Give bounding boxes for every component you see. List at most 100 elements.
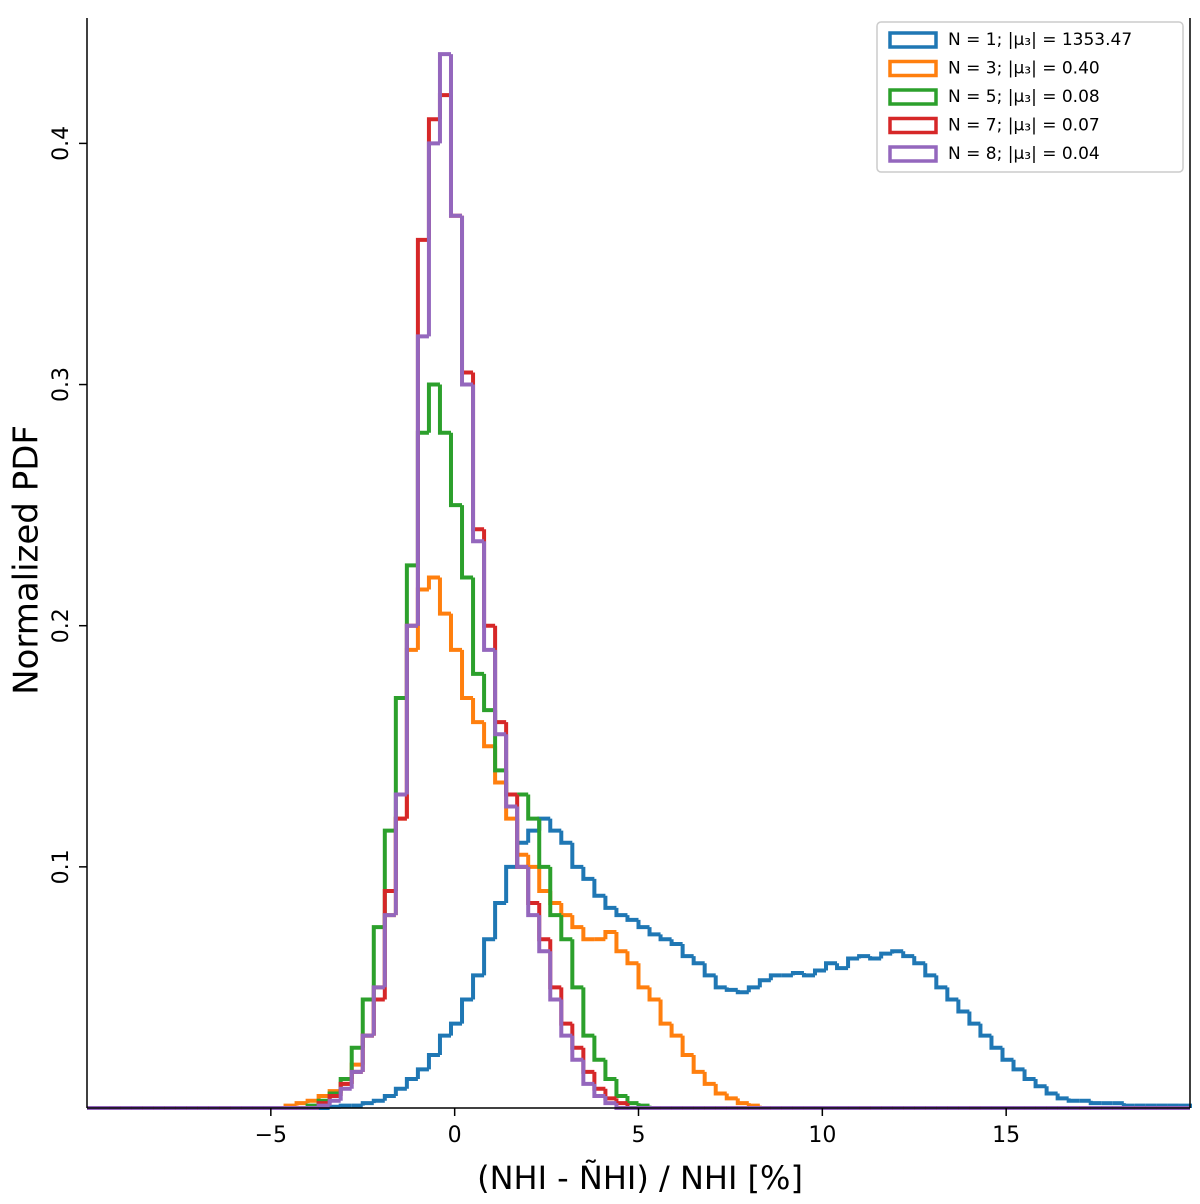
histogram-step (967, 1011, 981, 1026)
histogram-step (757, 978, 771, 988)
histogram-step (768, 973, 782, 981)
histogram-step (537, 866, 551, 893)
histogram-step (989, 1035, 1003, 1050)
histogram-step (592, 1035, 606, 1062)
histogram-step (680, 1035, 694, 1057)
histogram-step (460, 649, 474, 701)
histogram-step (1044, 1086, 1058, 1096)
histogram-step (526, 828, 540, 843)
histogram-step (437, 577, 451, 616)
histogram-step (360, 1033, 374, 1072)
histogram-step (471, 973, 485, 1000)
histogram-step (934, 975, 948, 990)
histogram-series (87, 382, 1190, 1110)
histogram-step (559, 830, 573, 845)
histogram-step (801, 972, 815, 978)
histogram-step (691, 956, 705, 966)
histogram-step (294, 1101, 308, 1106)
histogram-step (603, 895, 617, 910)
histogram-step (581, 1059, 595, 1086)
histogram-step (603, 929, 617, 940)
histogram-step (382, 913, 396, 988)
histogram-step (669, 939, 683, 947)
legend-label: N = 5; |μ₃| = 0.08 (948, 87, 1100, 107)
histogram-step (1121, 1103, 1135, 1108)
x-tick-label: 10 (808, 1123, 836, 1148)
histogram-step (570, 842, 584, 869)
histogram-step (537, 818, 551, 869)
histogram-step (724, 987, 738, 992)
histogram-step (735, 1098, 749, 1106)
histogram-step (1033, 1079, 1047, 1089)
histogram-step (493, 901, 507, 940)
x-axis-label: (NHI - ÑHI) / NHI [%] (477, 1159, 803, 1197)
y-tick-label: 0.3 (49, 367, 74, 402)
histogram-step (482, 673, 496, 713)
histogram-step (890, 949, 904, 954)
histogram-step (360, 1101, 374, 1106)
histogram-step (371, 925, 385, 1000)
histogram-step (923, 963, 937, 978)
histogram-step (349, 1069, 363, 1089)
histogram-step (824, 961, 838, 971)
histogram-step (415, 334, 429, 626)
y-axis-label: Normalized PDF (7, 425, 47, 695)
histogram-step (393, 1086, 407, 1096)
legend-swatch (888, 116, 938, 135)
histogram-step (658, 999, 672, 1026)
histogram-step (316, 1103, 330, 1108)
histogram-step (426, 141, 440, 337)
histogram-step (592, 878, 606, 898)
histogram-step (460, 505, 474, 580)
histogram-step (603, 1059, 617, 1082)
histogram-step (614, 907, 628, 918)
histogram-step (625, 1095, 639, 1106)
histogram-step (570, 915, 584, 930)
histogram-step (471, 577, 485, 676)
histogram-step (471, 698, 485, 725)
histogram-step (482, 722, 496, 749)
histogram-step (460, 997, 474, 1024)
legend-label: N = 7; |μ₃| = 0.07 (948, 116, 1100, 136)
legend: N = 1; |μ₃| = 1353.47 N = 3; |μ₃| = 0.40 N… (876, 21, 1184, 173)
legend-label: N = 8; |μ₃| = 0.04 (948, 144, 1100, 164)
histogram-step (338, 1103, 352, 1108)
histogram-step (426, 1052, 440, 1070)
histogram-step (371, 985, 385, 1036)
histogram-step (493, 649, 507, 737)
histogram-step (482, 937, 496, 976)
histogram-step (371, 1098, 385, 1104)
legend-swatch (888, 145, 938, 163)
histogram-step (835, 963, 849, 971)
histogram-step (404, 1077, 418, 1089)
histogram-step (327, 1098, 341, 1106)
histogram-step (581, 927, 595, 942)
histogram-step (625, 951, 639, 966)
legend-label: N = 1; |μ₃| = 1353.47 (948, 30, 1132, 50)
histogram-step (790, 970, 804, 976)
histogram-step (879, 951, 893, 959)
histogram-step (548, 866, 562, 918)
x-tick-label: 0 (448, 1123, 462, 1148)
histogram-step (559, 915, 573, 942)
histogram-series (87, 575, 1190, 1110)
histogram-step (581, 987, 595, 1038)
histogram-step (702, 1071, 716, 1086)
histogram-step (1000, 1047, 1014, 1062)
histogram-step (559, 903, 573, 918)
histogram-step (448, 54, 463, 218)
histogram-step (735, 989, 749, 995)
histogram-step (482, 541, 496, 652)
histogram-step (857, 954, 871, 959)
histogram-step (437, 1033, 451, 1055)
histogram-step (526, 794, 540, 821)
histogram-step (956, 999, 970, 1014)
histogram-step (901, 951, 915, 959)
histogram-step (1022, 1069, 1036, 1082)
histogram-step (713, 975, 727, 990)
histogram-step (658, 934, 672, 942)
histogram-step (393, 696, 407, 831)
histogram-step (437, 52, 451, 144)
legend-swatch (888, 31, 938, 49)
y-tick-label: 0.2 (49, 608, 74, 643)
